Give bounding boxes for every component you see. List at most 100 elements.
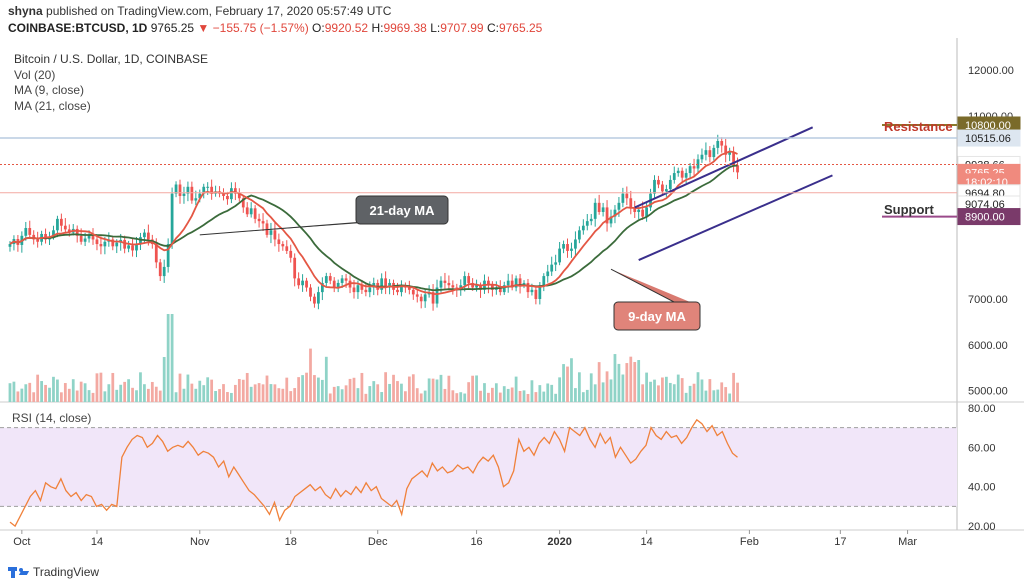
volume-bar <box>241 379 245 402</box>
volume-bar <box>222 384 225 402</box>
volume-bar <box>376 384 380 402</box>
volume-bar <box>162 357 166 402</box>
publisher-name: shyna <box>8 4 43 18</box>
candle-body <box>672 173 676 180</box>
symbol-label: COINBASE:BTCUSD, 1D <box>8 21 148 35</box>
candle-body <box>700 154 704 160</box>
candle-body <box>728 152 732 155</box>
volume-bar <box>150 381 154 402</box>
volume-bar <box>653 379 656 402</box>
candle-body <box>309 287 312 297</box>
candle-body <box>597 202 601 212</box>
rsi-line <box>9 418 738 528</box>
volume-bar <box>475 375 478 402</box>
volume-bar <box>269 384 273 402</box>
volume-bar <box>558 377 561 402</box>
volume-bars <box>8 314 739 402</box>
candle-body <box>443 280 447 283</box>
candle-body <box>317 292 320 304</box>
candle-body <box>241 198 245 208</box>
volume-bar <box>8 383 12 402</box>
candle-body <box>143 232 146 238</box>
volume-bar <box>265 375 269 402</box>
volume-bar <box>574 388 577 402</box>
candle-body <box>198 193 202 199</box>
candle-body <box>63 225 67 230</box>
volume-bar <box>447 375 451 402</box>
volume-bar <box>633 362 637 402</box>
candle-body <box>589 218 593 222</box>
time-tick-label: Nov <box>190 536 210 548</box>
price-pane <box>0 38 957 402</box>
volume-bar <box>317 377 320 402</box>
moving-averages <box>9 150 738 296</box>
volume-bar <box>664 376 668 402</box>
candle-body <box>554 262 558 265</box>
candle-body <box>91 234 95 240</box>
candle-body <box>269 230 273 235</box>
price-change: ▼ −155.75 (−1.57%) <box>197 21 309 35</box>
volume-bar <box>649 381 652 402</box>
volume-bar <box>514 376 518 402</box>
volume-bar <box>56 379 59 402</box>
candle-body <box>249 208 253 215</box>
volume-bar <box>597 362 601 402</box>
candle-body <box>502 285 506 293</box>
volume-bar <box>154 386 158 402</box>
volume-bar <box>455 393 459 402</box>
price-tick-label: 12000.00 <box>968 65 1014 77</box>
price-tag <box>957 208 1021 226</box>
volume-bar <box>340 389 344 402</box>
volume-bar <box>704 390 708 402</box>
candle-body <box>131 245 134 251</box>
candle-body <box>736 165 739 173</box>
candle-body <box>668 179 672 190</box>
candle-body <box>332 280 336 288</box>
ohlc-line: COINBASE:BTCUSD, 1D 9765.25 ▼ −155.75 (−… <box>8 21 542 35</box>
volume-bar <box>566 366 569 402</box>
candle-body <box>139 237 142 245</box>
volume-bar <box>143 384 146 402</box>
candle-body <box>605 207 609 224</box>
volume-bar <box>158 390 162 402</box>
volume-bar <box>368 386 372 402</box>
candle-body <box>625 193 629 199</box>
candle-body <box>24 228 28 236</box>
volume-bar <box>48 387 51 402</box>
candle-body <box>222 193 225 196</box>
candle-body <box>657 179 660 185</box>
volume-bar <box>182 388 186 402</box>
candle-body <box>684 173 688 178</box>
candle-body <box>534 289 538 299</box>
volume-bar <box>190 383 194 402</box>
volume-bar <box>170 314 174 402</box>
volume-bar <box>127 379 130 402</box>
candle-body <box>87 234 91 239</box>
volume-bar <box>36 374 40 402</box>
time-tick-label: 18 <box>285 536 297 548</box>
candle-body <box>704 150 708 155</box>
volume-bar <box>111 372 115 402</box>
candle-body <box>28 228 32 235</box>
volume-bar <box>87 390 91 402</box>
candle-body <box>396 289 399 293</box>
chart-legend: Bitcoin / U.S. Dollar, 1D, COINBASE Vol … <box>14 52 208 114</box>
price-tag-label: 8900.00 <box>965 212 1005 224</box>
brand[interactable]: TradingView <box>8 565 99 579</box>
ma21-callout-box <box>355 195 449 225</box>
volume-bar <box>131 387 134 402</box>
close-value: 9765.25 <box>498 21 543 35</box>
volume-bar <box>233 384 237 402</box>
candle-body <box>154 244 158 263</box>
volume-bar <box>103 391 107 402</box>
volume-bar <box>273 384 277 402</box>
candle-body <box>431 292 435 304</box>
x-axis: Oct 14 Nov 18 Dec 16 2020 14 Feb 17 Mar <box>13 530 917 548</box>
candle-body <box>230 188 233 200</box>
candle-body <box>487 280 490 286</box>
candle-body <box>692 166 696 169</box>
candle-body <box>127 245 130 249</box>
last-price: 9765.25 <box>150 21 195 35</box>
candle-body <box>194 198 198 201</box>
